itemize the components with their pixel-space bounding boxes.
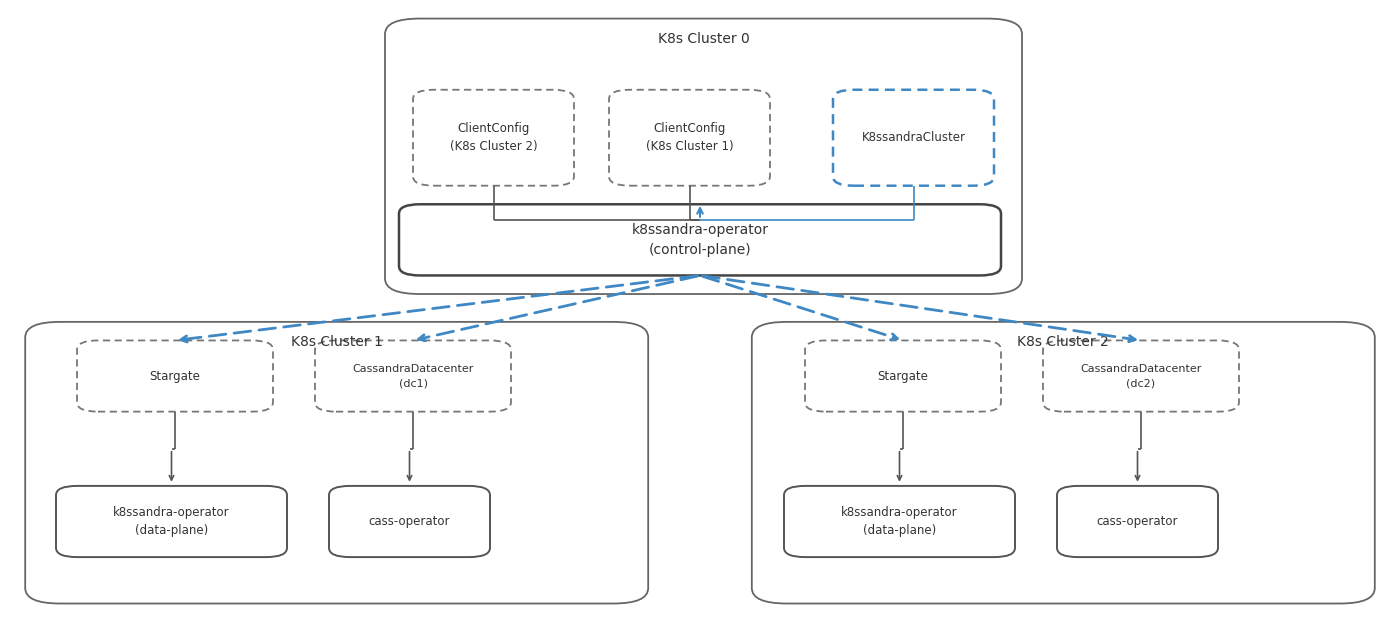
FancyBboxPatch shape <box>77 340 273 412</box>
FancyBboxPatch shape <box>25 322 648 604</box>
Text: K8ssandraCluster: K8ssandraCluster <box>861 131 966 144</box>
Text: CassandraDatacenter
(dc1): CassandraDatacenter (dc1) <box>353 364 473 388</box>
FancyBboxPatch shape <box>385 19 1022 294</box>
Text: CassandraDatacenter
(dc2): CassandraDatacenter (dc2) <box>1081 364 1201 388</box>
FancyBboxPatch shape <box>329 486 490 557</box>
Text: cass-operator: cass-operator <box>1096 515 1179 528</box>
Text: ClientConfig
(K8s Cluster 1): ClientConfig (K8s Cluster 1) <box>645 122 734 154</box>
FancyBboxPatch shape <box>609 90 770 186</box>
FancyBboxPatch shape <box>315 340 511 412</box>
Text: Stargate: Stargate <box>878 370 928 383</box>
FancyBboxPatch shape <box>833 90 994 186</box>
Text: K8s Cluster 0: K8s Cluster 0 <box>658 32 749 46</box>
Text: Stargate: Stargate <box>150 370 200 383</box>
Text: K8s Cluster 1: K8s Cluster 1 <box>291 335 382 350</box>
FancyBboxPatch shape <box>805 340 1001 412</box>
FancyBboxPatch shape <box>1043 340 1239 412</box>
FancyBboxPatch shape <box>1057 486 1218 557</box>
FancyBboxPatch shape <box>784 486 1015 557</box>
Text: k8ssandra-operator
(data-plane): k8ssandra-operator (data-plane) <box>841 506 958 537</box>
FancyBboxPatch shape <box>752 322 1375 604</box>
Text: cass-operator: cass-operator <box>368 515 451 528</box>
Text: ClientConfig
(K8s Cluster 2): ClientConfig (K8s Cluster 2) <box>449 122 538 154</box>
FancyBboxPatch shape <box>399 204 1001 275</box>
FancyBboxPatch shape <box>413 90 574 186</box>
Text: k8ssandra-operator
(control-plane): k8ssandra-operator (control-plane) <box>631 223 769 257</box>
FancyBboxPatch shape <box>56 486 287 557</box>
Text: K8s Cluster 2: K8s Cluster 2 <box>1018 335 1109 350</box>
Text: k8ssandra-operator
(data-plane): k8ssandra-operator (data-plane) <box>113 506 230 537</box>
